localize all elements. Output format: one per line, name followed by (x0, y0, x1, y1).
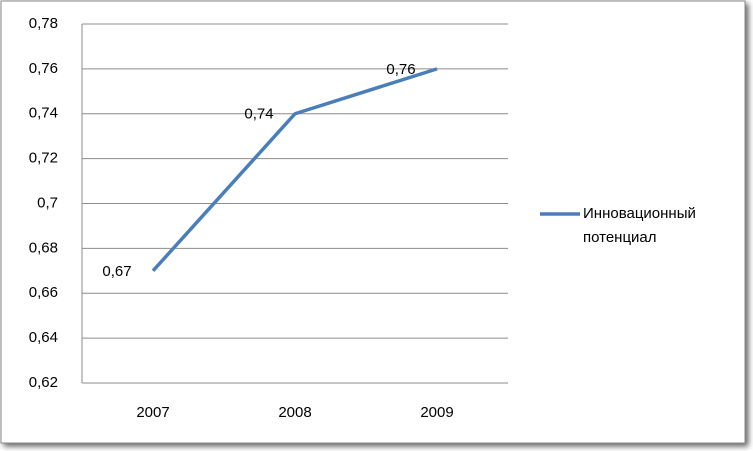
y-tick-label: 0,76 (29, 60, 58, 77)
y-tick-label: 0,78 (29, 15, 58, 32)
data-label: 0,67 (102, 263, 131, 280)
y-tick-label: 0,7 (37, 194, 58, 211)
y-tick-label: 0,74 (29, 105, 58, 122)
data-label: 0,76 (386, 61, 415, 78)
y-tick-label: 0,62 (29, 374, 58, 391)
y-tick-label: 0,72 (29, 150, 58, 167)
chart-frame (0, 0, 746, 444)
y-tick-label: 0,64 (29, 329, 58, 346)
y-tick-label: 0,68 (29, 239, 58, 256)
x-tick-label: 2008 (278, 404, 311, 421)
x-tick-label: 2007 (136, 404, 169, 421)
legend-label: Инновационный потенциал (583, 205, 696, 246)
data-line (151, 67, 438, 272)
y-tick-label: 0,66 (29, 284, 58, 301)
data-label: 0,74 (244, 106, 273, 123)
x-tick-label: 2009 (420, 404, 453, 421)
